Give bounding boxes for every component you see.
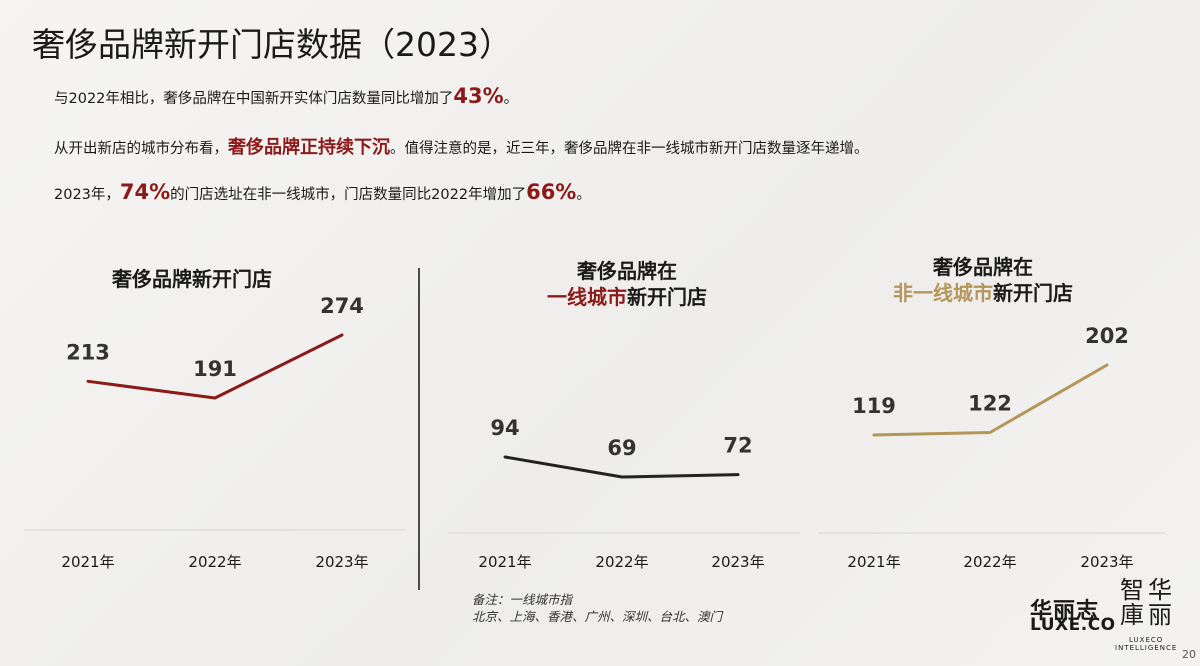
page-title: 奢侈品牌新开门店数据（2023） bbox=[32, 25, 512, 64]
chart-2-data-label-3: 72 bbox=[723, 434, 752, 458]
logo-luxeco-en: LUXE.CO bbox=[1030, 615, 1116, 635]
highlight-74pct: 74% bbox=[119, 180, 171, 204]
chart-title-nontier1-line1: 奢侈品牌在 bbox=[933, 255, 1033, 279]
chart-title-tier1-line2: 一线城市新开门店 bbox=[527, 284, 727, 310]
highlight-66pct: 66% bbox=[526, 180, 577, 204]
footnote: 备注：一线城市指 北京、上海、香港、广州、深圳、台北、澳门 bbox=[472, 592, 722, 626]
logo-seal-text: 智华 庫丽 bbox=[1120, 576, 1176, 630]
chart-1-tick-label-3: 2023年 bbox=[315, 553, 368, 571]
chart-2-tick-label-1: 2021年 bbox=[478, 553, 531, 571]
summary-line-1-text: 与2022年相比，奢侈品牌在中国新开实体门店数量同比增加了 bbox=[54, 91, 454, 107]
highlight-43pct: 43% bbox=[453, 84, 504, 108]
chart-2-series-line bbox=[503, 455, 740, 479]
chart-3-data-label-1: 119 bbox=[852, 394, 896, 418]
chart-title-total: 奢侈品牌新开门店 bbox=[112, 267, 272, 291]
chart-title-tier1-line1: 奢侈品牌在 bbox=[577, 259, 677, 283]
summary-line-3-text: 2023年， bbox=[54, 187, 120, 203]
summary-line-3: 2023年，74%的门店选址在非一线城市，门店数量同比2022年增加了66%。 bbox=[54, 180, 591, 204]
logo-luxeco-cn: 华丽志 bbox=[1030, 599, 1100, 624]
summary-line-2-end: 。值得注意的是，近三年，奢侈品牌在非一线城市新开门店数量逐年递增。 bbox=[390, 141, 869, 157]
chart-3-tick-label-3: 2023年 bbox=[1080, 553, 1133, 571]
summary-line-1: 与2022年相比，奢侈品牌在中国新开实体门店数量同比增加了43%。 bbox=[54, 84, 518, 108]
nontier1-highlight: 非一线城市 bbox=[893, 281, 993, 305]
logo-seal-subtitle: LUXECO INTELLIGENCE bbox=[1115, 636, 1177, 653]
chart-3-tick-label-1: 2021年 bbox=[847, 553, 900, 571]
chart-2-data-label-1: 94 bbox=[490, 416, 519, 440]
page-number: 20 bbox=[1182, 648, 1196, 661]
chart-1-data-label-2: 191 bbox=[193, 357, 237, 381]
chart-3-data-label-3: 202 bbox=[1085, 324, 1129, 348]
chart-2-tick-label-3: 2023年 bbox=[711, 553, 764, 571]
chart-1-data-label-3: 274 bbox=[320, 294, 364, 318]
summary-line-3-mid: 的门店选址在非一线城市，门店数量同比2022年增加了 bbox=[170, 187, 527, 203]
nontier1-rest: 新开门店 bbox=[993, 281, 1073, 305]
chart-divider bbox=[418, 268, 420, 590]
summary-line-2-text: 从开出新店的城市分布看， bbox=[54, 141, 228, 157]
chart-2-data-label-2: 69 bbox=[607, 436, 636, 460]
chart-1-data-label-1: 213 bbox=[66, 340, 110, 364]
logo-seal-sub-2: INTELLIGENCE bbox=[1115, 644, 1178, 653]
chart-2-tick-label-2: 2022年 bbox=[595, 553, 648, 571]
chart-3-tick-label-2: 2022年 bbox=[963, 553, 1016, 571]
summary-line-3-end: 。 bbox=[576, 187, 591, 203]
chart-1-tick-label-1: 2021年 bbox=[61, 553, 114, 571]
chart-title-nontier1: 奢侈品牌在 非一线城市新开门店 bbox=[873, 254, 1093, 306]
summary-line-2: 从开出新店的城市分布看，奢侈品牌正持续下沉。值得注意的是，近三年，奢侈品牌在非一… bbox=[54, 133, 869, 159]
chart-title-tier1: 奢侈品牌在 一线城市新开门店 bbox=[527, 258, 727, 310]
logo-seal-sub-1: LUXECO bbox=[1128, 636, 1164, 644]
footnote-line-1: 备注：一线城市指 bbox=[472, 592, 573, 607]
summary-line-1-end: 。 bbox=[503, 91, 519, 107]
highlight-sinking: 奢侈品牌正持续下沉 bbox=[228, 137, 390, 158]
chart-1-tick-label-2: 2022年 bbox=[188, 553, 241, 571]
tier1-highlight: 一线城市 bbox=[547, 285, 627, 309]
logo-seal: 智华 庫丽 bbox=[1120, 576, 1176, 630]
footnote-line-2: 北京、上海、香港、广州、深圳、台北、澳门 bbox=[472, 608, 723, 624]
tier1-rest: 新开门店 bbox=[627, 285, 707, 309]
chart-3-data-label-2: 122 bbox=[968, 391, 1012, 415]
chart-title-nontier1-line2: 非一线城市新开门店 bbox=[873, 280, 1093, 306]
